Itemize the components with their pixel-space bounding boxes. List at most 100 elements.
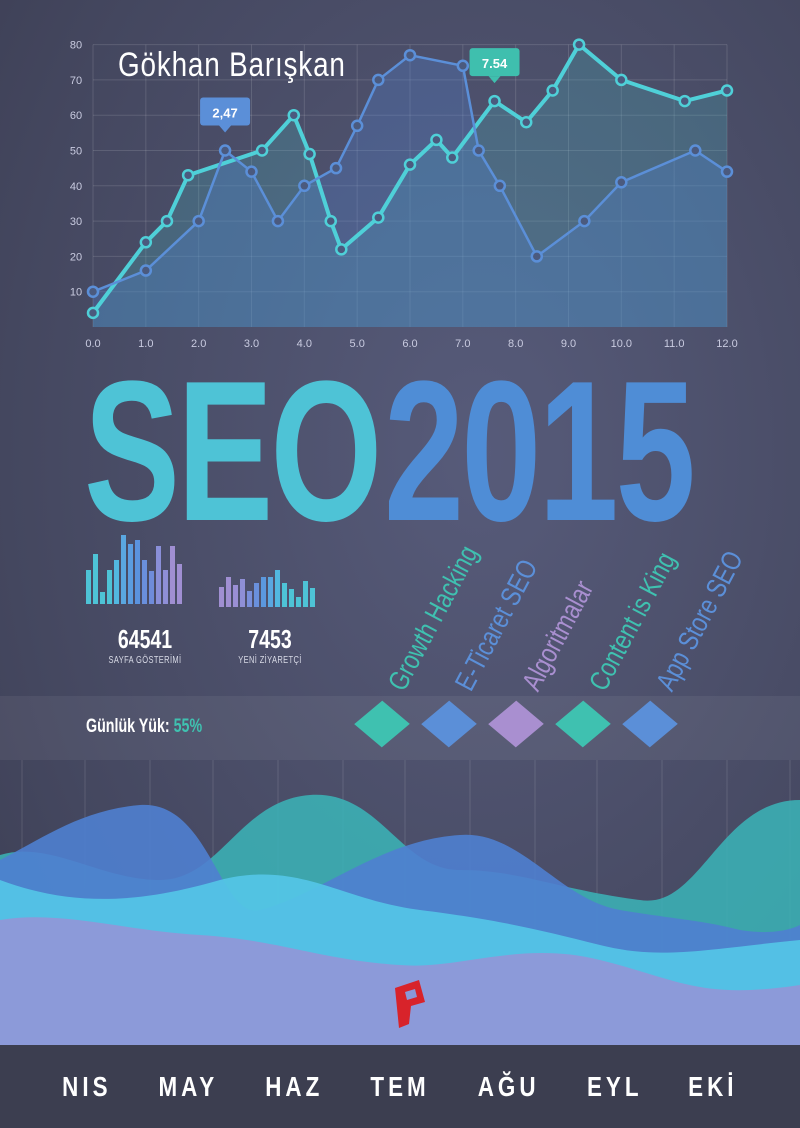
x-tick-label: 4.0 [297, 338, 312, 350]
spark-bar [135, 540, 140, 604]
x-tick-label: 1.0 [138, 338, 153, 350]
spark-bar [303, 581, 308, 607]
data-point [139, 236, 153, 249]
data-point [181, 168, 195, 182]
spark-bar [93, 554, 98, 604]
month-label: EYL [586, 1070, 643, 1102]
stat-pageviews: 64541 SAYFA GÖSTERİMİ [108, 624, 183, 666]
spark-bar [247, 591, 252, 607]
spark-bar [100, 592, 105, 604]
data-point [329, 161, 343, 175]
data-point [218, 144, 232, 157]
data-point [572, 38, 586, 51]
annotation-label: 2,47 [212, 106, 237, 121]
data-point [446, 151, 459, 164]
spark-bar [170, 546, 175, 604]
x-tick-label: 5.0 [350, 338, 365, 350]
month-label: NIS [62, 1070, 112, 1102]
data-point [160, 214, 174, 228]
spark-bar [219, 587, 224, 607]
data-point [615, 176, 628, 189]
title-seo: SEO [84, 340, 382, 563]
data-point [720, 84, 734, 97]
publisher-logo [395, 980, 425, 1028]
data-point [271, 214, 285, 228]
month-label: AĞU [477, 1070, 540, 1102]
wave-area-chart [0, 760, 800, 1045]
y-tick-label: 10 [70, 287, 82, 299]
y-tick-label: 70 [70, 75, 82, 87]
series-area [93, 55, 727, 327]
x-tick-label: 0.0 [85, 338, 100, 350]
data-point [86, 285, 100, 298]
month-label: MAY [158, 1070, 218, 1102]
annotation-pointer [219, 125, 232, 133]
data-point [372, 211, 385, 224]
spark-bar [310, 588, 315, 607]
spark-bar [163, 570, 168, 604]
daily-load-value: 55% [173, 716, 203, 737]
data-point [403, 158, 417, 171]
bar-sparkline-pageviews [86, 535, 182, 604]
spark-bar [268, 577, 273, 607]
spark-bar [142, 560, 147, 604]
stat-label: YENİ ZİYARETÇİ [238, 655, 302, 666]
spark-bar [177, 564, 182, 604]
series-line [91, 41, 728, 315]
annotation-pointer [488, 76, 501, 84]
spark-bar [289, 589, 294, 607]
stat-label: SAYFA GÖSTERİMİ [108, 655, 182, 666]
bar-sparkline-visitors [219, 570, 315, 607]
spark-bar [86, 570, 91, 604]
data-point [324, 214, 337, 228]
spark-bar [233, 585, 238, 607]
x-tick-label: 7.0 [455, 338, 470, 350]
spark-bar [254, 583, 259, 607]
x-tick-label: 12.0 [716, 338, 737, 350]
data-point [298, 179, 311, 193]
daily-load-label: Günlük Yük: [86, 716, 170, 737]
x-tick-label: 6.0 [402, 338, 417, 350]
data-point [192, 214, 205, 228]
data-point [678, 94, 691, 108]
spark-bar [261, 577, 266, 607]
data-point [255, 144, 269, 157]
spark-bar [275, 570, 280, 607]
data-point [456, 59, 470, 73]
data-point [519, 116, 533, 129]
stat-value: 64541 [117, 624, 173, 654]
annotation-label: 7.54 [482, 56, 508, 71]
data-point [720, 165, 734, 178]
month-label: HAZ [265, 1070, 324, 1102]
y-tick-label: 30 [70, 216, 82, 228]
title-year: 2015 [384, 340, 696, 563]
spark-bar [114, 560, 119, 604]
y-tick-label: 40 [70, 181, 82, 193]
data-point [287, 108, 301, 122]
annotation-bubble [200, 97, 251, 126]
x-tick-label: 8.0 [508, 338, 523, 350]
stat-value: 7453 [248, 624, 292, 654]
x-tick-label: 11.0 [664, 338, 685, 350]
data-point [546, 84, 559, 97]
x-tick-label: 9.0 [561, 338, 576, 350]
data-point [139, 264, 153, 277]
month-axis: NIS MAY HAZ TEM AĞU EYL EKİ [0, 1045, 800, 1128]
data-point [578, 214, 591, 228]
data-point [245, 165, 258, 178]
data-point [488, 94, 501, 108]
month-label: TEM [370, 1070, 430, 1102]
y-tick-label: 60 [70, 110, 82, 122]
x-tick-label: 2.0 [191, 338, 206, 350]
data-point [430, 133, 443, 147]
spark-bar [296, 597, 301, 607]
data-point [472, 144, 485, 157]
data-point [372, 73, 385, 87]
spark-bar [156, 546, 161, 604]
data-point [335, 243, 348, 256]
spark-bar [226, 577, 231, 607]
daily-load: Günlük Yük: 55% [86, 716, 202, 738]
data-point [530, 250, 544, 263]
spark-bar [149, 571, 154, 604]
spark-bar [128, 544, 133, 604]
